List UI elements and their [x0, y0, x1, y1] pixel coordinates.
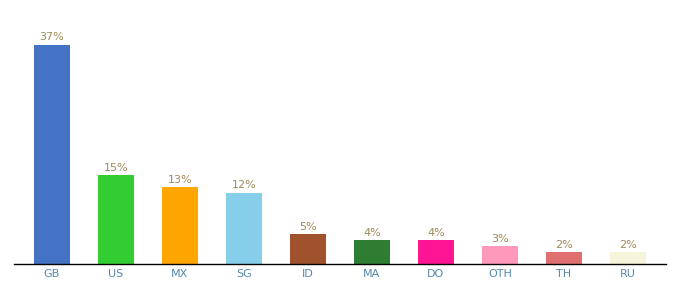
Bar — [99, 175, 133, 264]
Bar — [547, 252, 581, 264]
Text: 5%: 5% — [299, 222, 317, 232]
Text: 37%: 37% — [39, 32, 65, 42]
Bar — [611, 252, 645, 264]
Text: 4%: 4% — [427, 228, 445, 238]
Text: 2%: 2% — [619, 240, 637, 250]
Text: 3%: 3% — [491, 234, 509, 244]
Text: 4%: 4% — [363, 228, 381, 238]
Bar — [35, 45, 69, 264]
Bar — [226, 193, 262, 264]
Bar — [354, 240, 390, 264]
Bar — [482, 246, 517, 264]
Text: 15%: 15% — [103, 163, 129, 173]
Text: 13%: 13% — [168, 175, 192, 184]
Text: 2%: 2% — [555, 240, 573, 250]
Text: 12%: 12% — [232, 181, 256, 190]
Bar — [163, 187, 198, 264]
Bar — [290, 234, 326, 264]
Bar — [418, 240, 454, 264]
